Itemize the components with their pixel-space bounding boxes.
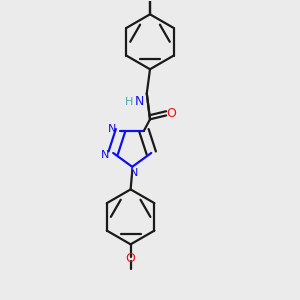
Text: N: N bbox=[108, 124, 117, 134]
Text: O: O bbox=[126, 252, 136, 265]
Text: N: N bbox=[135, 95, 144, 108]
Text: N: N bbox=[130, 168, 138, 178]
Text: N: N bbox=[101, 150, 109, 160]
Text: H: H bbox=[125, 97, 133, 106]
Text: O: O bbox=[166, 107, 176, 120]
